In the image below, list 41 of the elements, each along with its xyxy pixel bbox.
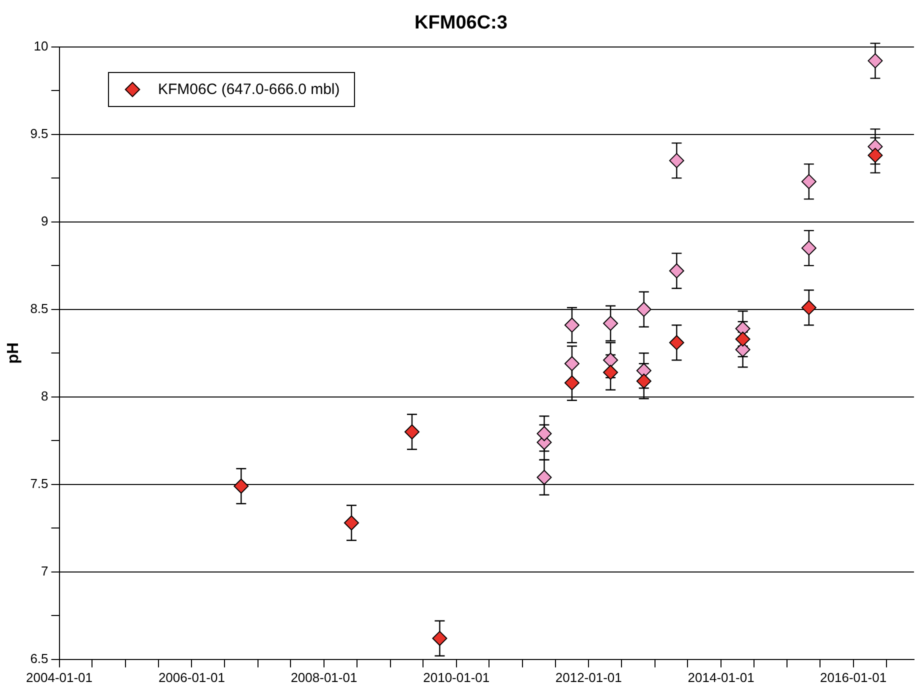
- point: [234, 478, 249, 494]
- y-tick-label: 9: [41, 213, 48, 228]
- y-tick-label: 7.5: [30, 476, 48, 491]
- x-tick-label: 2010-01-01: [423, 670, 490, 685]
- point: [603, 316, 618, 331]
- point: [536, 426, 552, 442]
- x-tick-label: 2012-01-01: [555, 670, 622, 685]
- x-tick-label: 2004-01-01: [26, 670, 93, 685]
- point: [432, 630, 448, 646]
- point: [344, 515, 359, 530]
- point: [801, 300, 816, 316]
- y-tick-label: 9.5: [30, 126, 48, 141]
- point: [868, 148, 883, 163]
- point: [404, 424, 420, 440]
- y-tick-label: 8.5: [30, 300, 48, 316]
- legend-label: KFM06C (647.0-666.0 mbl): [158, 81, 340, 98]
- y-axis-title: pH: [5, 342, 22, 364]
- x-tick-label: 2014-01-01: [688, 670, 754, 685]
- y-tick-label: 8: [41, 388, 48, 404]
- point: [868, 53, 883, 68]
- point: [669, 263, 684, 278]
- point: [564, 356, 580, 372]
- point: [735, 332, 750, 347]
- y-tick-label: 7: [41, 563, 48, 578]
- point: [669, 335, 684, 350]
- point: [801, 240, 816, 256]
- point: [564, 375, 580, 390]
- y-tick-label: 10: [34, 38, 48, 54]
- point: [801, 174, 816, 190]
- point: [636, 374, 652, 389]
- point: [564, 318, 580, 333]
- point: [636, 302, 652, 317]
- point: [603, 364, 618, 380]
- x-tick-label: 2008-01-01: [290, 670, 358, 685]
- point: [536, 470, 552, 485]
- point: [669, 153, 684, 168]
- x-tick-label: 2006-01-01: [158, 670, 225, 685]
- y-tick-label: 6.5: [30, 650, 48, 666]
- point: [603, 352, 618, 368]
- chart-title: KFM06C:3: [414, 12, 508, 34]
- x-tick-label: 2016-01-01: [820, 670, 887, 685]
